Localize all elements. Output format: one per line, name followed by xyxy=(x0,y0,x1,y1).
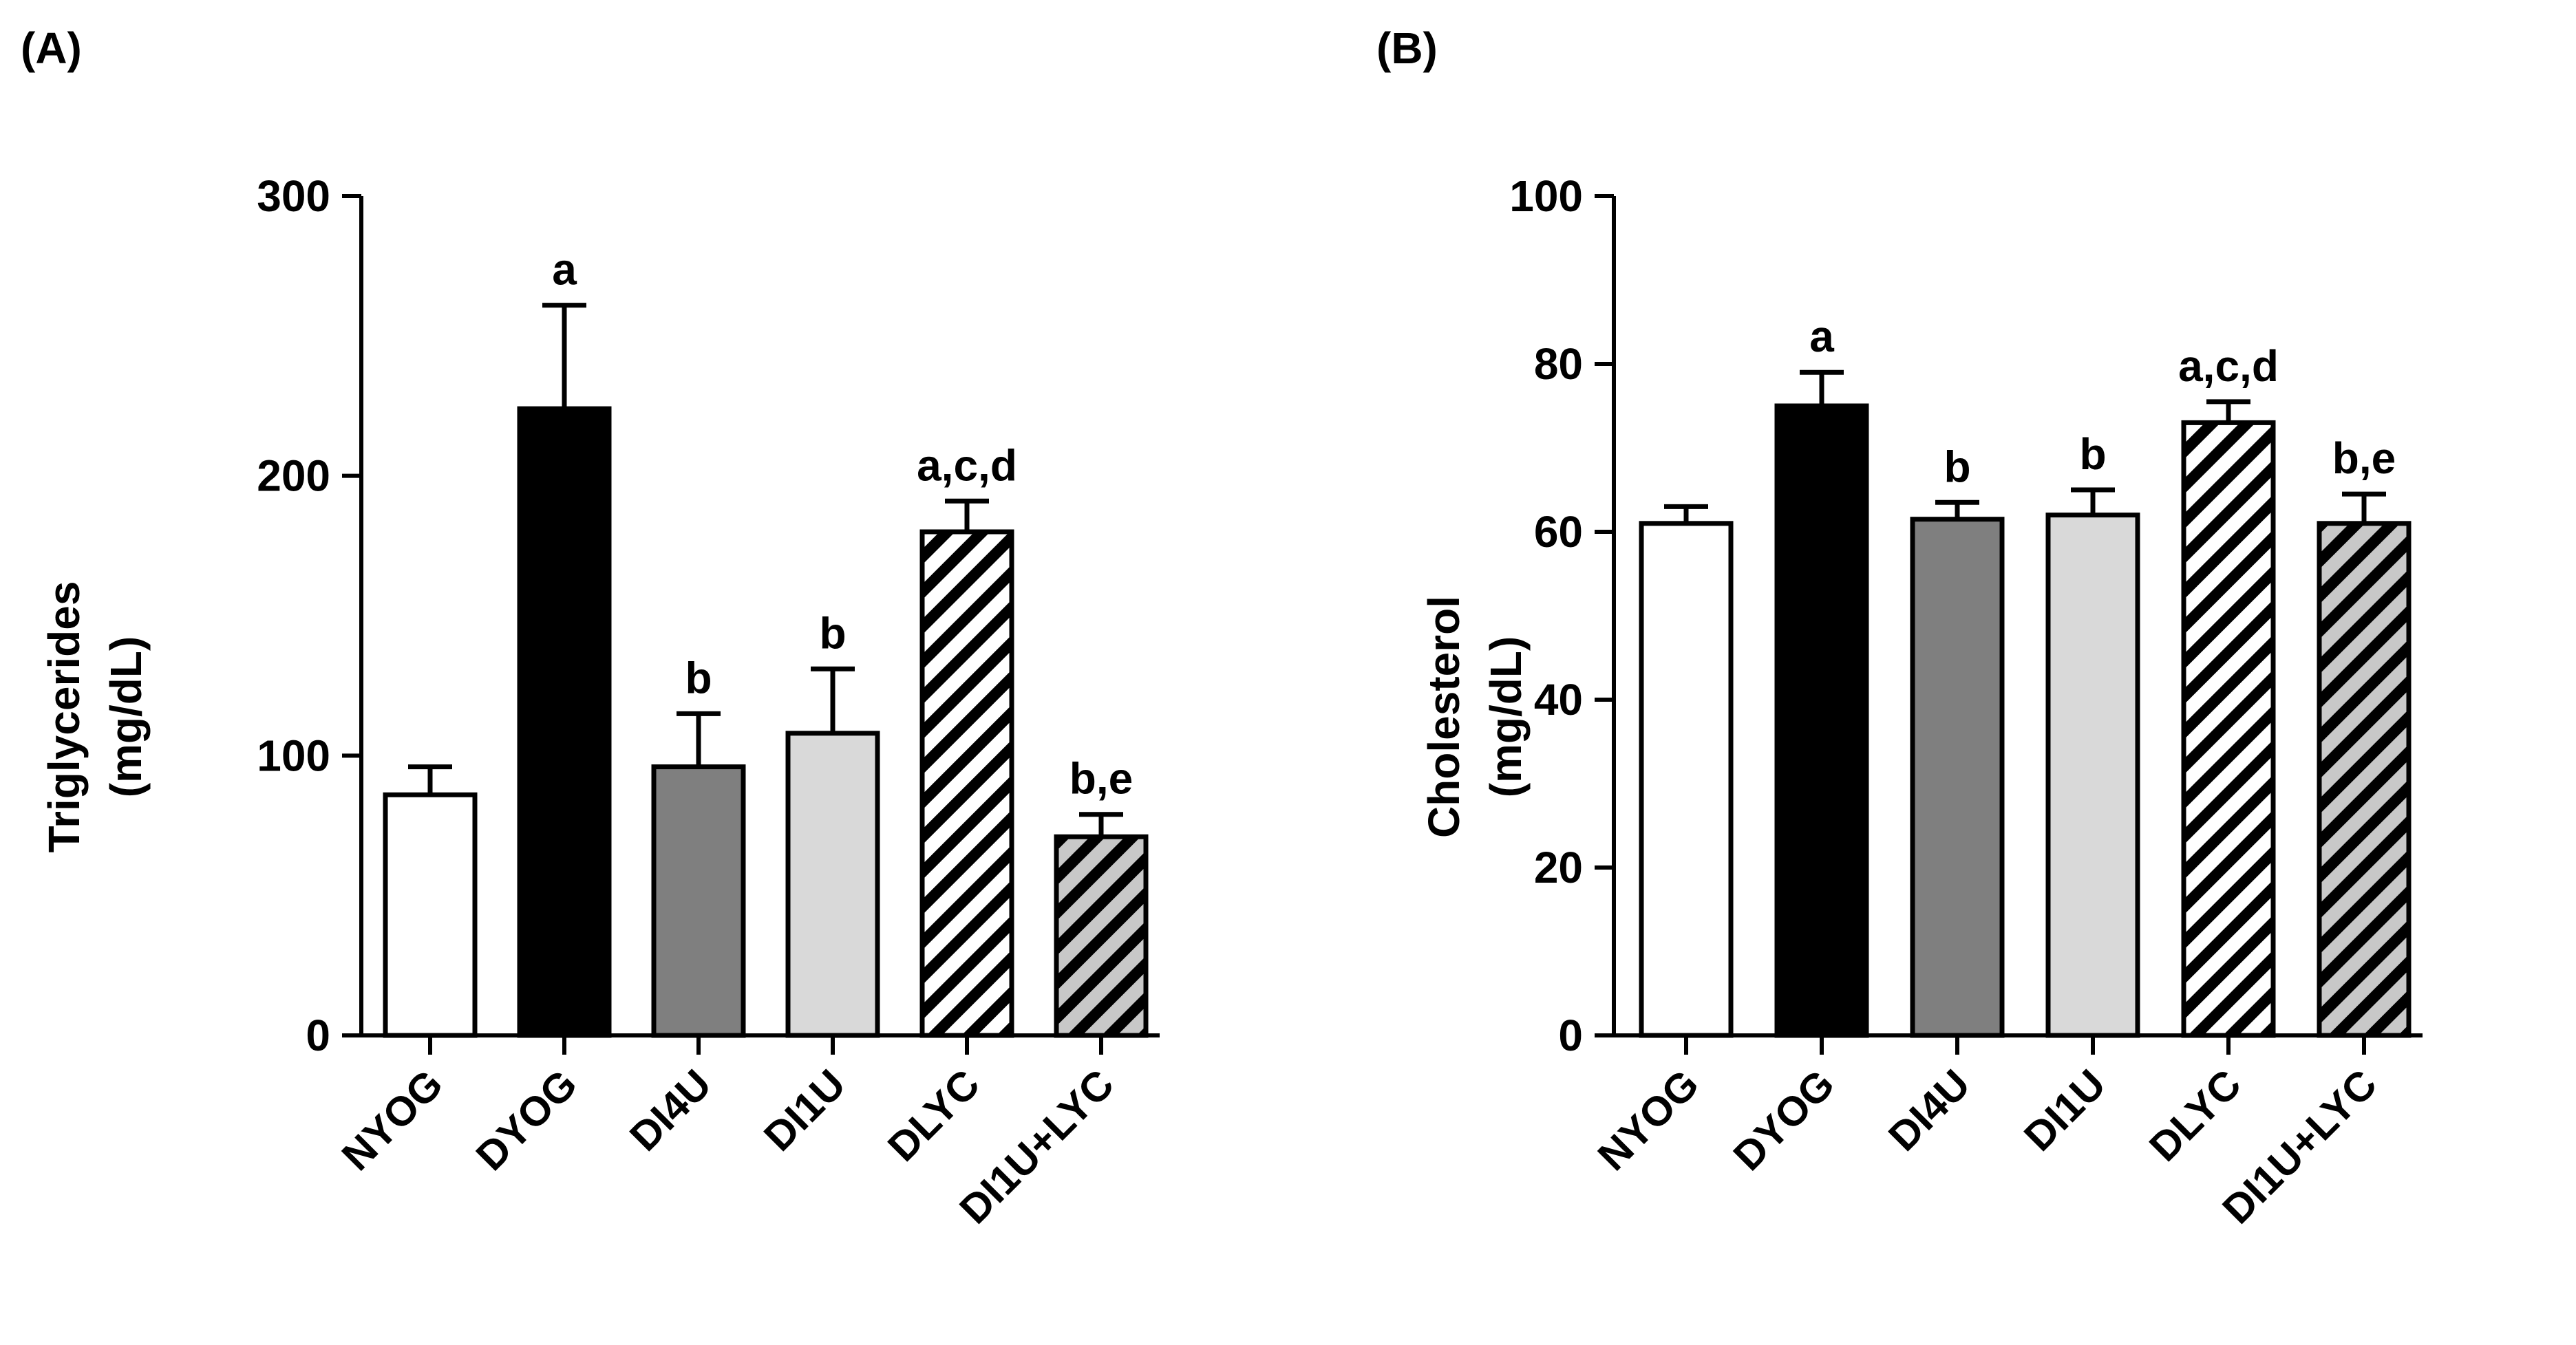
panel-b-y-tick-label: 40 xyxy=(1534,675,1583,724)
panel-a-y-tick-label: 0 xyxy=(306,1011,330,1060)
panel-b-bar-di1u+lyc xyxy=(2317,521,2412,1038)
panel-b-sig-label-dlyc: a,c,d xyxy=(2178,341,2279,391)
panel-a-bar-di1u xyxy=(785,731,880,1038)
panel-b-y-tick-label: 60 xyxy=(1534,507,1583,557)
panel-b-x-tick-label-dyog: DYOG xyxy=(1725,1061,1843,1179)
panel-b-x-tick-label-di1u: DI1U xyxy=(2015,1061,2114,1160)
panel-a-bar-dyog xyxy=(517,406,612,1038)
panel-b-sig-label-di1u: b xyxy=(2079,429,2106,479)
panel-b-bar-dyog xyxy=(1774,403,1869,1038)
panel-b-y-axis-title-line2: (mg/dL) xyxy=(1481,636,1531,798)
panel-a-x-tick-label-di1u: DI1U xyxy=(755,1061,854,1160)
panel-b-y-axis-title-line1: Cholesterol xyxy=(1419,596,1469,838)
panel-a-sig-label-di1u+lyc: b,e xyxy=(1069,754,1133,804)
panel-a-y-axis-title: Triglycerides (mg/dL) xyxy=(39,581,151,853)
panel-b-y-tick-label: 100 xyxy=(1509,171,1583,221)
panel-b-bar-nyog xyxy=(1639,521,1734,1038)
panel-a-bar-nyog xyxy=(383,792,478,1038)
panel-a: (A) Triglycerides (mg/dL) 0 100 200 300 NYOG… xyxy=(21,23,1160,1233)
panel-a-sig-label-di1u: b xyxy=(819,608,846,658)
panel-a-y-axis-title-line2: (mg/dL) xyxy=(101,636,151,798)
panel-b-bar-di4u xyxy=(1910,517,2005,1038)
panel-b-label: (B) xyxy=(1376,23,1438,73)
panel-b-sig-label-di1u+lyc: b,e xyxy=(2332,433,2396,483)
panel-a-bar-di4u xyxy=(651,764,746,1038)
panel-a-y-axis-title-line1: Triglycerides xyxy=(39,581,89,853)
panel-a-bar-dlyc xyxy=(919,529,1014,1038)
panel-a-y-tick-label: 100 xyxy=(257,731,330,780)
panel-b-bar-di1u xyxy=(2045,513,2140,1038)
panel-a-label: (A) xyxy=(21,23,82,73)
panel-a-y-tick-label: 300 xyxy=(257,171,330,221)
panel-b-y-tick-label: 20 xyxy=(1534,843,1583,892)
panel-a-sig-label-dlyc: a,c,d xyxy=(917,440,1017,490)
panel-b-y-tick-label: 0 xyxy=(1558,1011,1583,1060)
panel-b-x-tick-label-nyog: NYOG xyxy=(1589,1061,1707,1179)
panel-b-y-axis-title: Cholesterol (mg/dL) xyxy=(1419,596,1531,838)
panel-a-y-tick-label: 200 xyxy=(257,451,330,501)
panel-b: (B) Cholesterol (mg/dL) 0 20 40 60 80 100 NYOG… xyxy=(1376,23,2423,1233)
panel-b-x-tick-label-di4u: DI4U xyxy=(1880,1061,1979,1160)
panel-b-sig-label-di4u: b xyxy=(1944,442,1970,491)
panel-a-bar-di1u+lyc xyxy=(1054,834,1149,1038)
panel-a-x-tick-label-dyog: DYOG xyxy=(467,1061,586,1179)
panel-a-x-tick-label-dlyc: DLYC xyxy=(879,1061,988,1170)
panel-a-sig-label-dyog: a xyxy=(552,245,577,294)
panel-b-sig-label-dyog: a xyxy=(1809,312,1834,361)
panel-a-x-tick-label-di4u: DI4U xyxy=(621,1061,720,1160)
panel-b-bar-dlyc xyxy=(2181,420,2276,1038)
panel-a-x-tick-label-nyog: NYOG xyxy=(333,1061,451,1179)
panel-b-x-tick-label-dlyc: DLYC xyxy=(2140,1061,2250,1170)
panel-b-y-tick-label: 80 xyxy=(1534,339,1583,389)
panel-a-sig-label-di4u: b xyxy=(685,653,712,702)
